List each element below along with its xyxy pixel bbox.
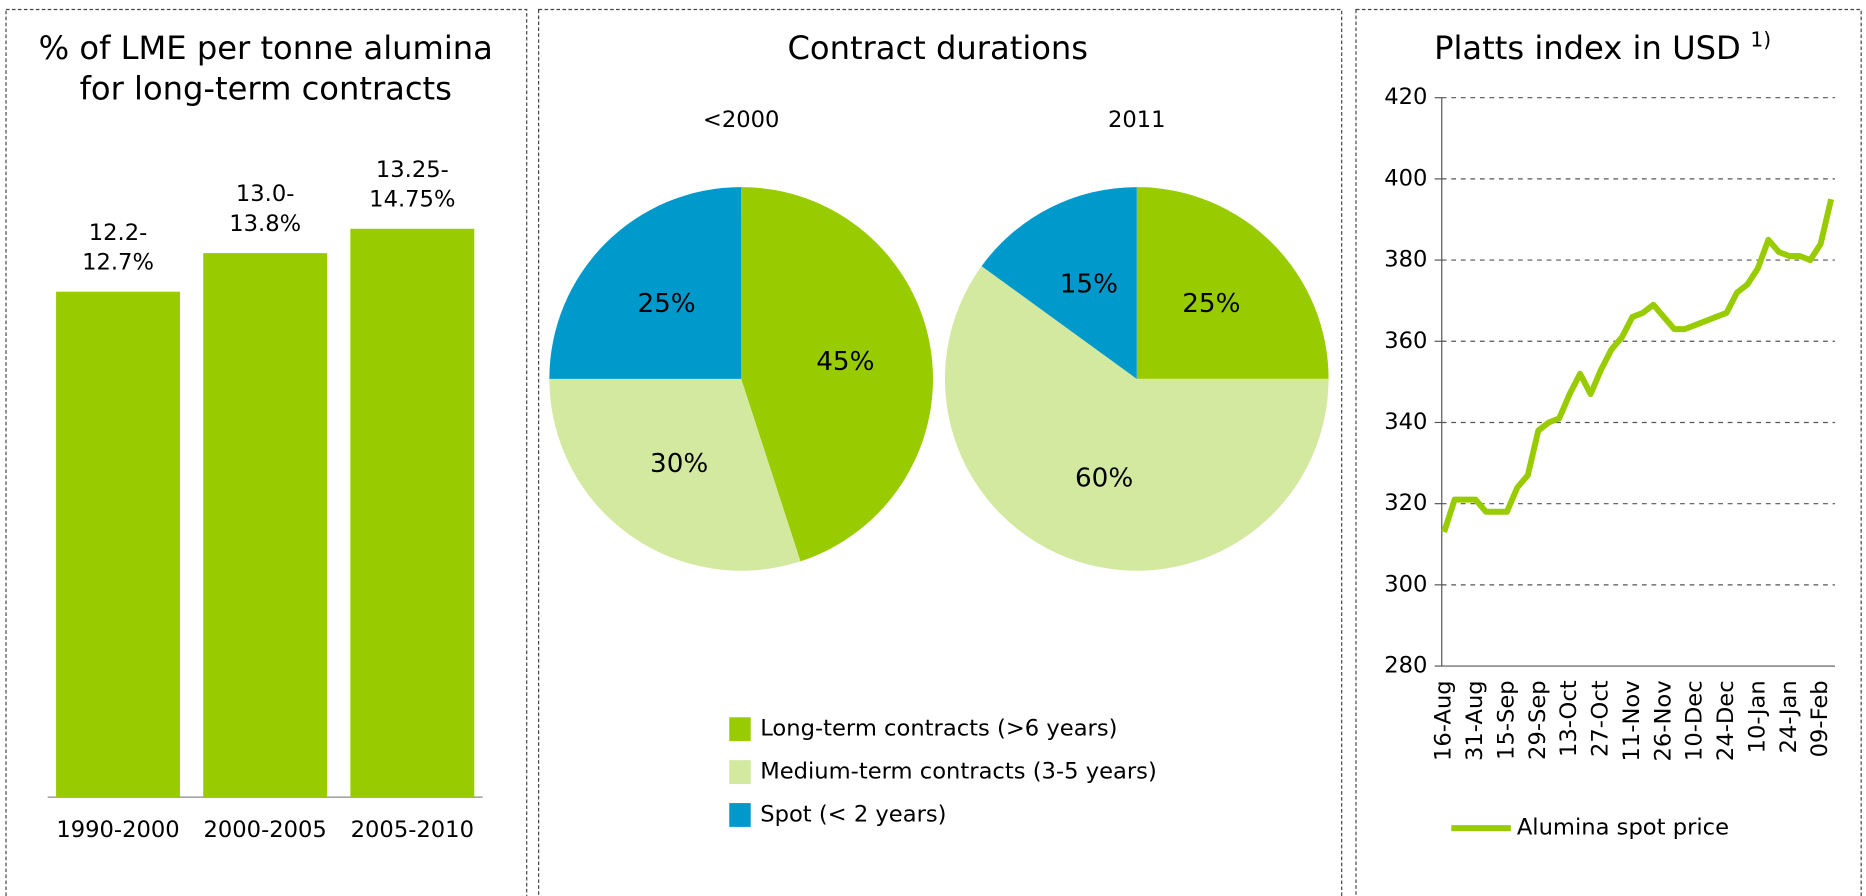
x-tick-label: 10-Jan — [1744, 680, 1770, 753]
y-tick-label: 340 — [1384, 409, 1427, 435]
value-label: 13.8% — [229, 211, 301, 237]
value-label: 15% — [1060, 269, 1118, 299]
x-tick-label: 24-Dec — [1713, 680, 1739, 761]
legend-label: Medium-term contracts (3-5 years) — [760, 759, 1157, 785]
pie-label: <2000 — [703, 107, 780, 133]
pie-slice — [549, 378, 801, 571]
pie-slice — [981, 187, 1137, 379]
title-note: 1) — [1750, 27, 1771, 51]
value-label: 60% — [1075, 464, 1133, 494]
y-tick-label: 300 — [1384, 571, 1427, 597]
legend-swatch — [729, 803, 751, 827]
x-tick-label: 24-Jan — [1776, 680, 1802, 753]
chart-title: for long-term contracts — [80, 70, 452, 108]
value-label: 12.7% — [82, 250, 154, 276]
panel-frame — [1355, 8, 1862, 896]
legend-label: Alumina spot price — [1517, 815, 1729, 841]
x-tick-label: 31-Aug — [1462, 680, 1488, 761]
value-label: 25% — [1182, 289, 1240, 319]
y-tick-label: 320 — [1384, 490, 1427, 516]
legend-swatch — [729, 760, 751, 784]
legend-swatch — [729, 717, 751, 742]
x-tick-label: 09-Feb — [1807, 680, 1833, 757]
panel-frame — [5, 8, 528, 896]
x-tick-label: 26-Nov — [1650, 680, 1676, 761]
value-label: 13.25- — [376, 157, 449, 183]
bar — [350, 228, 475, 798]
chart-title: Contract durations — [787, 29, 1088, 67]
x-tick-label: 27-Oct — [1588, 680, 1614, 757]
bar — [203, 253, 328, 798]
y-tick-label: 360 — [1384, 328, 1427, 354]
x-tick-label: 1990-2000 — [56, 817, 179, 843]
x-tick-label: 16-Aug — [1431, 680, 1457, 761]
x-tick-label: 2005-2010 — [351, 817, 474, 843]
chart-title: % of LME per tonne alumina — [39, 29, 493, 67]
x-tick-label: 2000-2005 — [204, 817, 327, 843]
x-tick-label: 13-Oct — [1556, 680, 1582, 757]
title-text: Platts index in USD — [1434, 29, 1741, 67]
legend-label: Long-term contracts (>6 years) — [760, 716, 1117, 742]
pie-slice — [741, 187, 933, 562]
y-tick-label: 380 — [1384, 247, 1427, 273]
panel-frame — [538, 8, 1343, 896]
y-tick-label: 420 — [1384, 84, 1427, 110]
x-tick-label: 10-Dec — [1682, 680, 1708, 761]
legend-label: Spot (< 2 years) — [760, 801, 946, 827]
pie-slice — [944, 266, 1329, 571]
y-tick-label: 400 — [1384, 165, 1427, 191]
value-label: 45% — [816, 347, 874, 377]
value-label: 25% — [637, 289, 695, 319]
pie-slice — [549, 187, 742, 379]
pie-slice — [1136, 187, 1329, 379]
x-tick-label: 15-Sep — [1493, 680, 1519, 760]
value-label: 13.0- — [236, 181, 295, 207]
value-label: 14.75% — [369, 187, 455, 213]
x-tick-label: 11-Nov — [1619, 680, 1645, 761]
value-label: 30% — [650, 449, 708, 479]
bar — [56, 291, 180, 798]
x-tick-label: 29-Sep — [1525, 680, 1551, 760]
chart-title: Platts index in USD 1) — [1434, 27, 1771, 67]
pie-label: 2011 — [1108, 107, 1166, 133]
value-label: 12.2- — [89, 220, 148, 246]
line — [1441, 198, 1835, 533]
y-tick-label: 280 — [1384, 653, 1427, 679]
